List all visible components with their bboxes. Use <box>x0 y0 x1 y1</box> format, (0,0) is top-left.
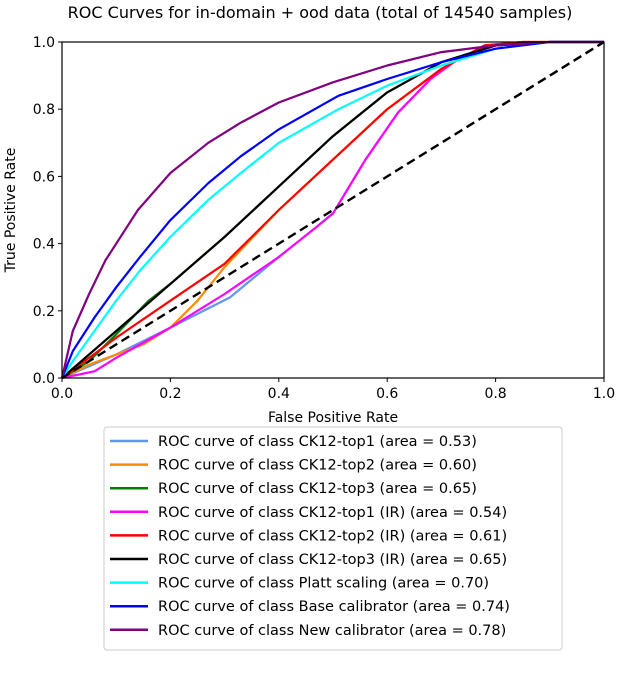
y-tick-label: 0.8 <box>33 102 55 118</box>
legend-label: ROC curve of class CK12-top3 (area = 0.6… <box>158 481 477 497</box>
chart-title: ROC Curves for in-domain + ood data (tot… <box>68 3 573 22</box>
roc-curve-series-6 <box>61 40 604 379</box>
y-axis-label: True Positive Rate <box>3 148 19 274</box>
chance-diagonal-line <box>61 40 605 380</box>
legend-label: ROC curve of class CK12-top2 (IR) (area … <box>158 528 507 544</box>
roc-curve-series-8 <box>60 40 604 379</box>
roc-curve-series-4 <box>61 40 604 380</box>
plot-lines <box>60 40 605 380</box>
axis-ticks: 0.0 0.2 0.4 0.6 0.8 1.0 0.0 0.2 0.4 0.6 0.8 1.0 <box>33 35 615 402</box>
y-tick-label: 0.4 <box>33 237 55 253</box>
roc-curve-series-7 <box>61 40 604 379</box>
legend-label: ROC curve of class Platt scaling (area =… <box>158 576 489 592</box>
roc-curve-series-2 <box>61 40 604 379</box>
x-tick-label: 0.8 <box>484 386 506 402</box>
x-tick-label: 1.0 <box>593 386 615 402</box>
legend-label: ROC curve of class New calibrator (area … <box>158 623 506 639</box>
legend-label: ROC curve of class CK12-top1 (area = 0.5… <box>158 434 477 450</box>
legend-label: ROC curve of class CK12-top1 (IR) (area … <box>158 505 507 521</box>
roc-curve-series-5 <box>61 40 604 379</box>
y-tick-label: 0.0 <box>33 371 55 387</box>
roc-curve-series-9 <box>60 40 604 379</box>
x-axis-label: False Positive Rate <box>268 410 398 426</box>
y-tick-label: 0.6 <box>33 169 55 185</box>
legend-label: ROC curve of class CK12-top2 (area = 0.6… <box>158 458 477 474</box>
x-tick-label: 0.4 <box>268 386 290 402</box>
legend-label: ROC curve of class CK12-top3 (IR) (area … <box>158 552 507 568</box>
legend-box <box>103 426 563 651</box>
roc-curve-series-1 <box>61 40 604 380</box>
x-tick-label: 0.0 <box>51 386 73 402</box>
legend-label: ROC curve of class Base calibrator (area… <box>158 599 510 615</box>
plot-frame <box>61 41 605 379</box>
legend: ROC curve of class CK12-top1 (area = 0.5… <box>103 426 563 651</box>
y-tick-label: 0.2 <box>33 304 55 320</box>
roc-curve-series-3 <box>61 40 604 379</box>
x-tick-label: 0.6 <box>376 386 398 402</box>
y-tick-label: 1.0 <box>33 35 55 51</box>
x-tick-label: 0.2 <box>159 386 181 402</box>
